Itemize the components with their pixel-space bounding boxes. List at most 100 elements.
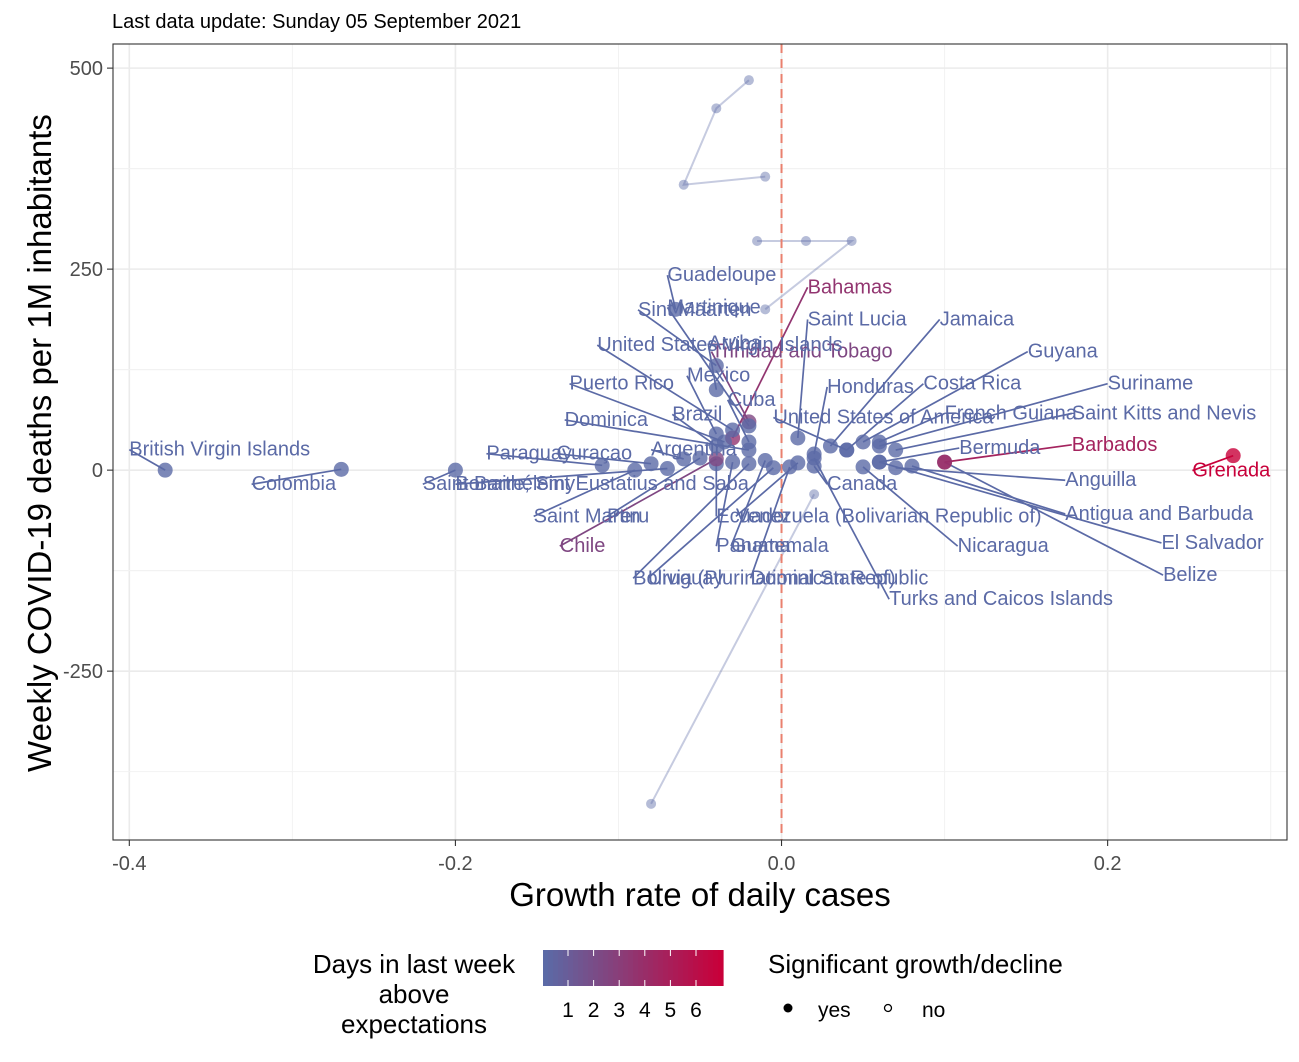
country-point: [668, 301, 684, 317]
color-bar-segment: [578, 950, 584, 986]
country-label: Canada: [827, 473, 898, 495]
country-label: Puerto Rico: [570, 373, 675, 395]
color-tick-label: 6: [690, 999, 702, 1022]
country-point: [333, 461, 349, 477]
country-point: [741, 456, 757, 472]
color-legend-title-line: expectations: [341, 1009, 487, 1039]
x-axis-title: Growth rate of daily cases: [509, 876, 891, 913]
leader-line: [879, 461, 1162, 544]
color-legend-bar: [543, 950, 724, 986]
shape-legend-title: Significant growth/decline: [768, 949, 1063, 979]
country-point: [871, 454, 887, 470]
country-label: Guyana: [1028, 341, 1099, 363]
country-label: Paraguay: [486, 443, 572, 465]
color-bar-segment: [563, 950, 569, 986]
legend-no-point: [883, 1003, 893, 1013]
country-label: Saint Barthélemy: [423, 473, 575, 495]
leader-line: [647, 467, 774, 579]
country-label: Chile: [560, 535, 606, 557]
history-trails: [646, 75, 857, 809]
country-label: Venezuela (Bolivarian Republic of): [736, 505, 1042, 527]
y-tick-label: 500: [70, 58, 103, 80]
country-label: Guadeloupe: [667, 264, 776, 286]
country-label: Jamaica: [940, 308, 1015, 330]
history-point: [743, 75, 754, 86]
country-label: Belize: [1163, 564, 1217, 586]
data-points: [157, 301, 1241, 478]
leader-line: [251, 468, 342, 486]
history-point: [678, 179, 689, 190]
country-label: British Virgin Islands: [129, 439, 310, 461]
color-bar-segment: [543, 950, 549, 986]
color-bar-segment: [568, 950, 574, 986]
country-label: Nicaragua: [958, 535, 1050, 557]
country-label: Ecuador: [716, 505, 791, 527]
country-label: Saint Martin: [534, 505, 641, 527]
color-bar-segment: [678, 950, 684, 986]
history-point: [760, 171, 771, 182]
x-tick-label: 0.0: [768, 853, 796, 875]
y-tick-label: -250: [63, 661, 103, 683]
country-point: [904, 458, 920, 474]
history-point: [646, 798, 657, 809]
country-labels: British Virgin Islands Colombia Saint Bart…: [129, 264, 1271, 610]
country-label: Brazil: [672, 403, 722, 425]
color-bar-segment: [688, 950, 694, 986]
leader-line: [559, 458, 717, 547]
country-label: Colombia: [252, 473, 337, 495]
country-point: [888, 442, 904, 458]
color-bar-segment: [618, 950, 624, 986]
leader-line: [862, 350, 1029, 443]
leader-line: [715, 461, 734, 547]
country-label: Antigua and Barbuda: [1065, 503, 1254, 525]
leader-line: [730, 460, 767, 547]
leader-line: [813, 457, 890, 600]
history-point: [846, 235, 857, 246]
color-bar-segment: [593, 950, 599, 986]
color-bar-segment: [603, 950, 609, 986]
country-point: [725, 422, 741, 438]
country-label: Barbados: [1072, 434, 1158, 456]
color-bar-segment: [663, 950, 669, 986]
country-label: Bolivia (Plurinational State of): [633, 567, 895, 589]
leader-line: [911, 465, 1066, 515]
country-point: [790, 430, 806, 446]
country-label: Mexico: [687, 365, 750, 387]
color-bar-segment: [698, 950, 704, 986]
leader-line: [895, 412, 1072, 451]
color-bar-segment: [553, 950, 559, 986]
country-point: [659, 461, 675, 477]
country-point: [692, 450, 708, 466]
country-point: [757, 452, 773, 468]
leader-line: [731, 286, 809, 439]
leader-line: [749, 466, 791, 579]
plot-panel-border: [112, 43, 1288, 841]
color-bar-segment: [653, 950, 659, 986]
country-point: [839, 442, 855, 458]
country-label: Anguilla: [1065, 469, 1137, 491]
country-label: Uruguay: [648, 567, 724, 589]
color-bar-segment: [628, 950, 634, 986]
history-point: [711, 103, 722, 114]
x-axis-ticks: -0.4 -0.2 0.0 0.2: [112, 840, 1122, 875]
country-point: [871, 438, 887, 454]
y-axis-title: Weekly COVID-19 deaths per 1M inhabitant…: [21, 114, 58, 772]
country-label: Argentina: [651, 439, 737, 461]
country-point: [708, 438, 724, 454]
legend-yes-label: yes: [818, 999, 851, 1022]
y-tick-label: 250: [70, 259, 103, 281]
country-label: Dominican Republic: [751, 567, 929, 589]
color-bar-segment: [718, 950, 724, 986]
leader-line: [944, 444, 1072, 463]
country-point: [806, 446, 822, 462]
country-point: [937, 454, 953, 470]
leader-line: [486, 452, 603, 467]
leader-line: [596, 344, 734, 431]
leader-line: [879, 447, 960, 463]
leader-line: [879, 412, 945, 443]
color-bar-segment: [573, 950, 579, 986]
country-point: [627, 462, 643, 478]
country-label: Saint Kitts and Nevis: [1072, 402, 1257, 424]
country-label: Curaçao: [557, 443, 633, 465]
